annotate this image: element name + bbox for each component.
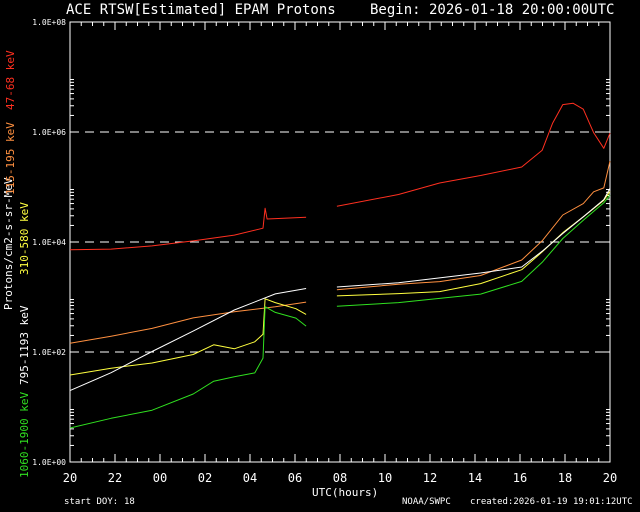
x-tick-label: 16 <box>513 471 527 485</box>
series-group <box>69 102 611 429</box>
y-tick-label: 1.0E+00 <box>32 458 66 467</box>
series-line-115-195-keV <box>69 160 611 344</box>
series-line-1060-1900-keV <box>69 194 611 429</box>
gridlines <box>70 131 610 353</box>
created-timestamp: created:2026-01-19 19:01:12UTC <box>470 497 633 507</box>
legend-1060-1900: 1060-1900 keV <box>18 391 31 478</box>
x-tick-label: 12 <box>423 471 437 485</box>
legend-795-1193: 795-1193 keV <box>18 305 31 385</box>
chart-title: ACE RTSW[Estimated] EPAM Protons <box>66 2 336 18</box>
x-tick-label: 22 <box>108 471 122 485</box>
y-tick-label: 1.0E+08 <box>32 18 66 27</box>
x-tick-label: 14 <box>468 471 482 485</box>
series-line-47-68-keV <box>69 102 611 251</box>
y-tick-label: 1.0E+04 <box>32 238 66 247</box>
x-tick-label: 02 <box>198 471 212 485</box>
source-label: NOAA/SWPC <box>402 497 451 507</box>
x-tick-label: 06 <box>288 471 302 485</box>
legend-47-68: 47-68 keV <box>4 50 17 110</box>
y-axis-label: Protons/cm2-s-sr-MeV <box>2 177 15 310</box>
x-tick-label: 08 <box>333 471 347 485</box>
start-doy-value: 18 <box>124 497 135 507</box>
y-tick-label: 1.0E+06 <box>32 128 66 137</box>
x-tick-label: 20 <box>63 471 77 485</box>
x-axis: 20 22 00 02 04 06 08 10 12 14 16 18 20 <box>63 22 617 485</box>
x-tick-label: 04 <box>243 471 257 485</box>
x-tick-label: 20 <box>603 471 617 485</box>
x-tick-label: 18 <box>558 471 572 485</box>
start-doy-label: start DOY: <box>64 497 119 507</box>
legend-310-580: 310-580 keV <box>18 202 31 275</box>
y-tick-label: 1.0E+02 <box>32 348 66 357</box>
begin-time: Begin: 2026-01-18 20:00:00UTC <box>370 2 615 18</box>
series-line-795-1193-keV <box>69 188 611 392</box>
x-tick-label: 00 <box>153 471 167 485</box>
legend-115-195: 115-195 keV <box>4 122 17 195</box>
x-tick-label: 10 <box>378 471 392 485</box>
x-axis-label: UTC(hours) <box>312 486 379 499</box>
